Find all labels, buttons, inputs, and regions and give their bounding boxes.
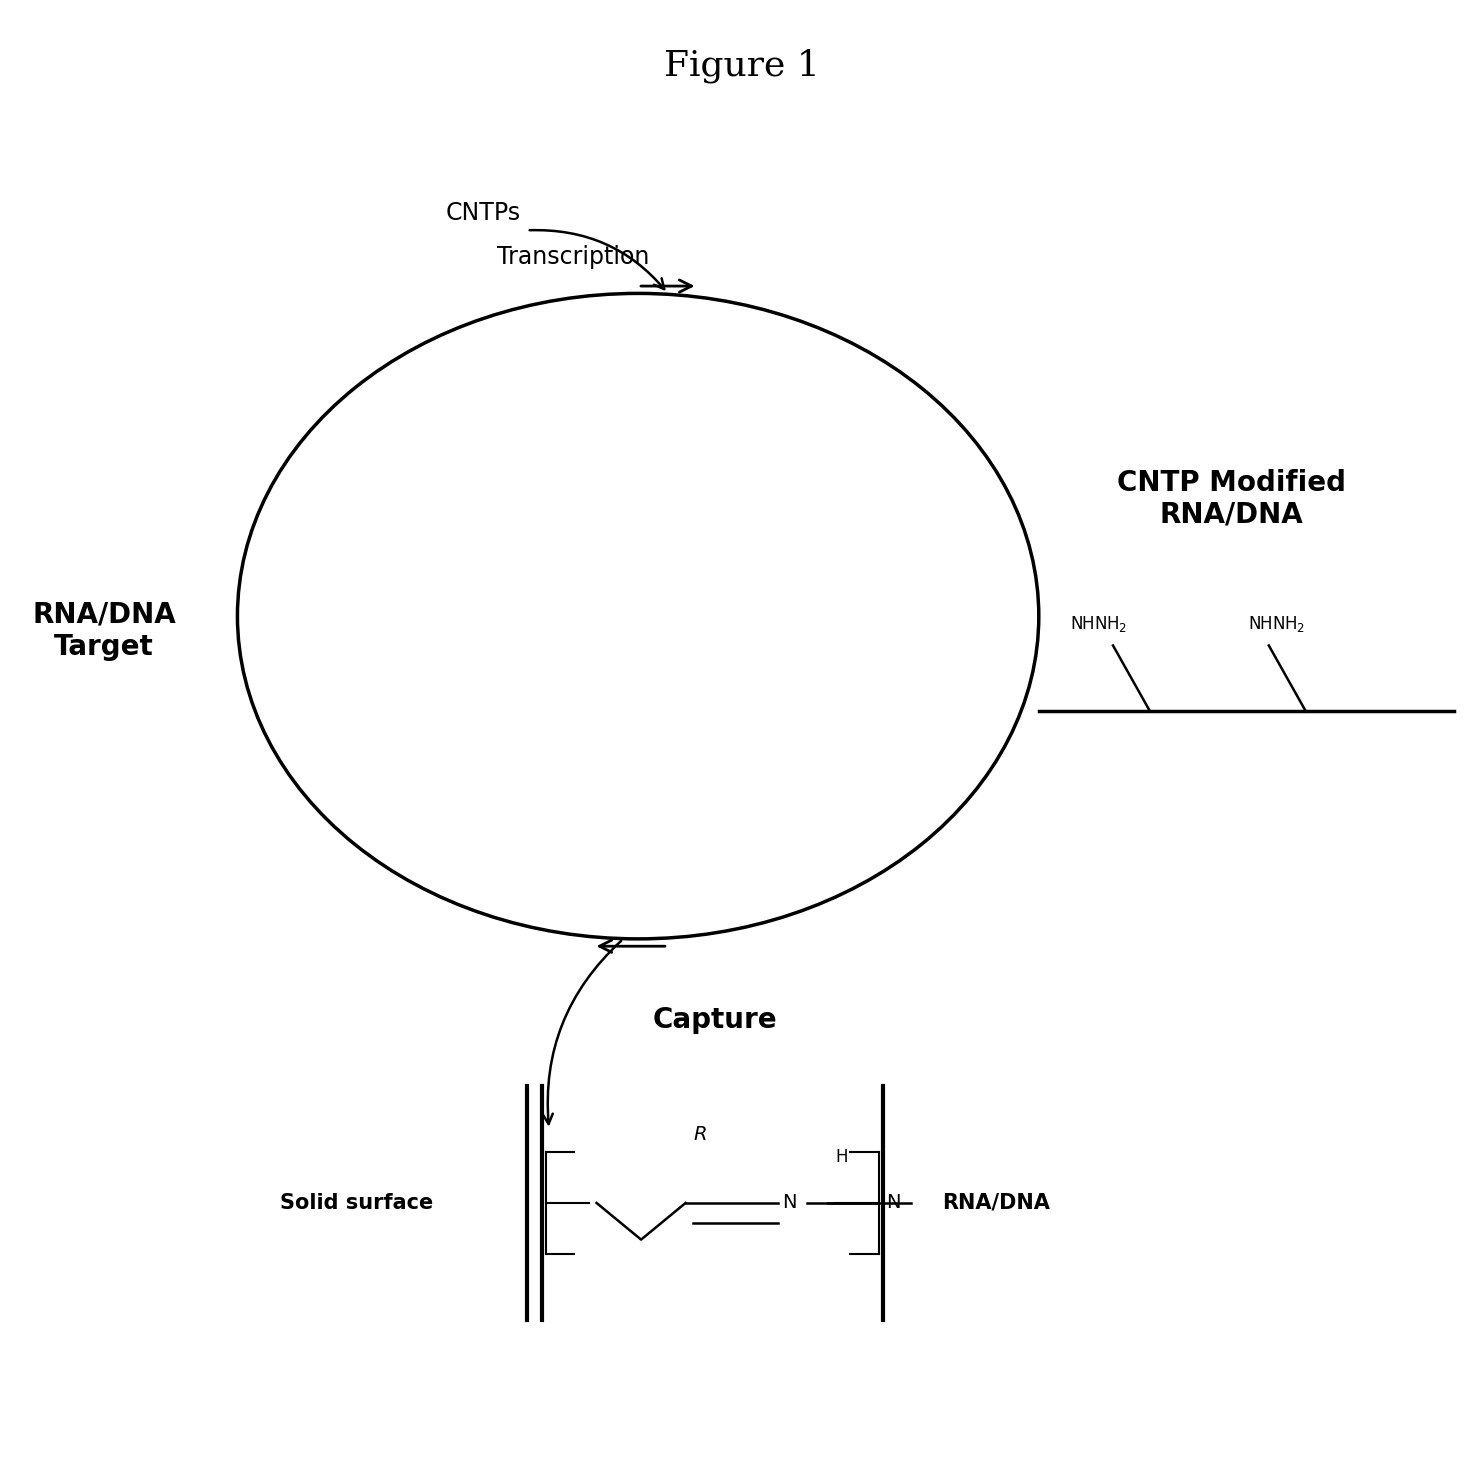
- Text: CNTPs: CNTPs: [445, 201, 521, 224]
- Text: Solid surface: Solid surface: [279, 1193, 433, 1213]
- Text: H: H: [835, 1149, 847, 1166]
- Text: R: R: [693, 1125, 708, 1144]
- Text: NHNH$_2$: NHNH$_2$: [1248, 613, 1304, 634]
- Text: RNA/DNA
Target: RNA/DNA Target: [33, 600, 175, 662]
- Text: N: N: [886, 1194, 901, 1212]
- Text: NHNH$_2$: NHNH$_2$: [1070, 613, 1126, 634]
- Text: Capture: Capture: [653, 1005, 778, 1034]
- Text: RNA/DNA: RNA/DNA: [942, 1193, 1051, 1213]
- Text: CNTP Modified
RNA/DNA: CNTP Modified RNA/DNA: [1117, 468, 1346, 530]
- Text: Figure 1: Figure 1: [663, 48, 821, 84]
- Text: Transcription: Transcription: [497, 245, 650, 268]
- Text: N: N: [782, 1194, 797, 1212]
